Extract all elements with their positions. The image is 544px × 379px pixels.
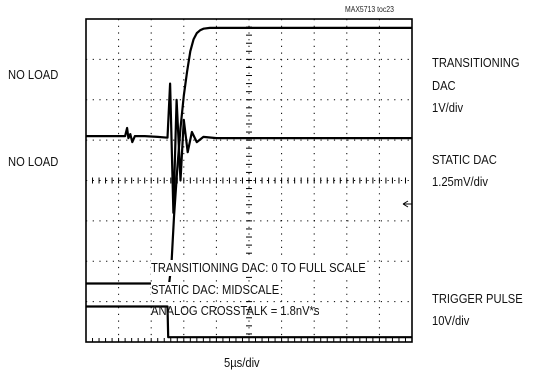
transitioning-scale: 1V/div	[432, 100, 464, 115]
trace-trigger-pulse	[86, 305, 412, 339]
x-axis-scale: 5µs/div	[224, 355, 260, 370]
static-label-line1: STATIC DAC	[432, 152, 497, 167]
trace-static-dac	[86, 82, 412, 214]
trace-transitioning-dac	[86, 26, 412, 285]
trigger-scale: 10V/div	[432, 313, 470, 328]
marker-arrow-icon	[402, 200, 412, 208]
annotation-line3: ANALOG CROSSTALK = 1.8nV*s	[151, 303, 320, 318]
left-label-top: NO LOAD	[8, 67, 59, 82]
static-scale: 1.25mV/div	[432, 174, 488, 189]
left-label-middle: NO LOAD	[8, 154, 59, 169]
transitioning-label-line1: TRANSITIONING	[432, 55, 520, 70]
transitioning-label-line2: DAC	[432, 78, 456, 93]
trigger-label-line1: TRIGGER PULSE	[432, 291, 523, 306]
annotation-line1: TRANSITIONING DAC: 0 TO FULL SCALE	[151, 260, 366, 276]
annotation-line2: STATIC DAC: MIDSCALE	[151, 282, 280, 298]
figure-tag: MAX5713 toc23	[345, 5, 394, 14]
waveform-traces	[86, 26, 412, 339]
